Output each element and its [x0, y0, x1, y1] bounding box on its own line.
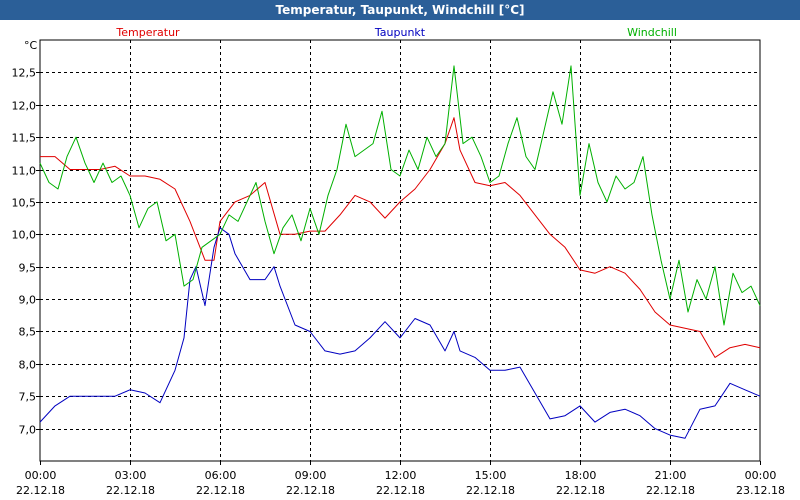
axis-labels: 7,0 7,5 8,0 8,5 9,0 9,5 10,0 10,5 11,0 11,5 12,0 12… [12, 39, 785, 497]
x-tick-time: 12:00 [385, 469, 417, 482]
x-tick-date: 22.12.18 [646, 484, 695, 497]
x-tick-time: 15:00 [475, 469, 507, 482]
series-lines [39, 65, 761, 439]
y-tick-label: 8,5 [19, 326, 37, 339]
x-tick-date: 22.12.18 [196, 484, 245, 497]
y-tick-label: 10,5 [12, 197, 37, 210]
y-tick-label: 8,0 [19, 359, 37, 372]
x-tick-date: 22.12.18 [16, 484, 65, 497]
legend-entry-windchill: Windchill [627, 26, 677, 39]
y-axis-unit: °C [24, 39, 38, 52]
x-tick-time: 00:00 [25, 469, 57, 482]
x-tick-date: 22.12.18 [376, 484, 425, 497]
y-tick-label: 7,0 [19, 424, 37, 437]
x-tick-date: 22.12.18 [286, 484, 335, 497]
legend-entry-temperatur: Temperatur [115, 26, 180, 39]
series-line-taupunkt [39, 227, 761, 439]
y-tick-label: 12,5 [12, 67, 37, 80]
chart-canvas: 7,0 7,5 8,0 8,5 9,0 9,5 10,0 10,5 11,0 11,5 12,0 12… [12, 26, 785, 497]
x-tick-date: 22.12.18 [556, 484, 605, 497]
legend-entry-taupunkt: Taupunkt [374, 26, 426, 39]
y-tick-label: 7,5 [19, 391, 37, 404]
series-line-temperatur [40, 117, 761, 358]
y-tick-label: 11,0 [12, 165, 37, 178]
y-tick-label: 10,0 [12, 229, 37, 242]
y-tick-label: 12,0 [12, 100, 37, 113]
y-tick-label: 9,0 [19, 294, 37, 307]
x-tick-time: 00:00 [745, 469, 777, 482]
x-tick-date: 22.12.18 [106, 484, 155, 497]
x-tick-time: 09:00 [295, 469, 327, 482]
y-tick-label: 11,5 [12, 132, 37, 145]
series-line-windchill [39, 65, 761, 326]
legend: Temperatur Taupunkt Windchill [115, 26, 677, 39]
x-tick-time: 18:00 [565, 469, 597, 482]
y-tick-label: 9,5 [19, 262, 37, 275]
grid-lines [36, 40, 761, 465]
x-tick-time: 03:00 [115, 469, 147, 482]
chart-title: Temperatur, Taupunkt, Windchill [°C] [0, 0, 800, 20]
x-tick-time: 06:00 [205, 469, 237, 482]
x-tick-time: 21:00 [655, 469, 687, 482]
x-tick-date: 22.12.18 [466, 484, 515, 497]
x-tick-date: 23.12.18 [736, 484, 785, 497]
